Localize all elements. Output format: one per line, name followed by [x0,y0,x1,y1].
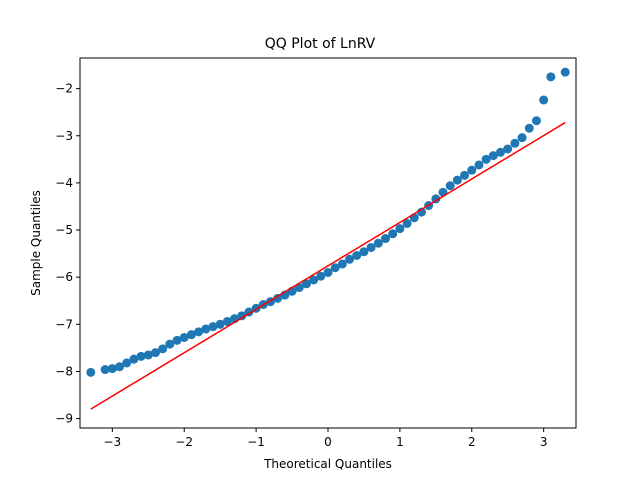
data-point [539,95,549,105]
y-tick-label: −3 [55,129,73,143]
data-point [345,254,355,264]
reference-line-layer [90,121,566,410]
data-point [524,123,534,133]
data-point [323,267,333,277]
data-point [115,362,125,372]
y-tick-label: −9 [55,412,73,426]
data-point [316,271,326,281]
data-point [481,154,491,164]
data-point [309,275,319,285]
data-point [366,242,376,252]
data-point [186,330,196,340]
data-point [337,259,347,269]
x-tick-label: 1 [396,435,404,449]
data-point [474,160,484,170]
chart-title: QQ Plot of LnRV [265,36,376,52]
data-point [395,224,405,234]
y-tick-label: −7 [55,317,73,331]
data-point [373,238,383,248]
data-point [402,218,412,228]
data-point [431,194,441,204]
x-tick-label: 0 [324,435,332,449]
data-point [531,116,541,126]
data-point [445,181,455,191]
data-point [179,333,189,342]
data-point [172,335,182,345]
data-point [438,187,448,197]
y-tick-label: −6 [55,270,73,284]
x-tick-label: −1 [247,435,265,449]
data-point [517,133,527,143]
data-point [158,344,168,354]
y-tick-label: −2 [55,82,73,96]
data-point [222,316,232,326]
data-point [86,367,96,377]
y-axis-label: Sample Quantiles [29,190,43,296]
data-point [194,327,204,337]
data-point [496,147,506,157]
x-axis-ticks: −3 −2 −1 0 1 2 3 [103,428,547,449]
data-point [208,322,218,332]
data-point [359,247,369,257]
data-point [452,175,462,185]
data-point [488,151,498,161]
y-tick-label: −4 [55,176,73,190]
x-tick-label: 2 [468,435,476,449]
points-layer [86,67,570,377]
data-point [107,364,117,374]
data-point [352,250,362,260]
data-point [503,144,513,154]
y-tick-label: −5 [55,223,73,237]
data-point [150,348,160,358]
x-tick-label: −3 [103,435,121,449]
y-tick-label: −8 [55,364,73,378]
data-point [273,293,283,303]
data-point [388,229,398,239]
data-point [122,358,132,368]
data-point [467,165,477,175]
data-point [201,324,211,334]
x-axis-label: Theoretical Quantiles [263,457,392,471]
data-point [143,350,153,360]
data-point [330,263,340,273]
data-point [560,67,570,77]
x-tick-label: 3 [540,435,548,449]
data-point [237,311,247,321]
data-point [460,170,470,180]
data-point [546,72,556,82]
y-axis-ticks: −9 −8 −7 −6 −5 −4 −3 −2 [55,82,80,426]
data-point [215,319,225,329]
x-tick-label: −2 [175,435,193,449]
data-point [301,279,311,289]
data-point [165,339,175,349]
data-point [381,234,391,244]
data-point [129,354,139,364]
data-point [100,365,110,375]
plot-frame [79,57,577,429]
data-point [416,207,426,217]
data-point [510,138,520,148]
reference-line [90,121,566,410]
data-point [136,351,146,361]
